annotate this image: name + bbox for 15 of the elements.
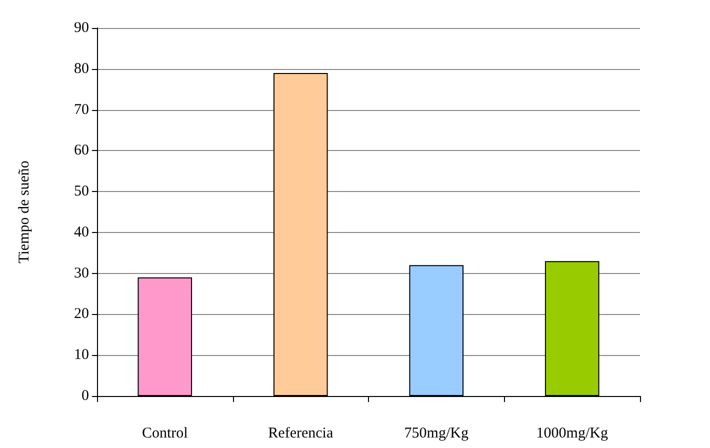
y-tick-label: 40 — [74, 224, 89, 240]
y-tick-label: 80 — [74, 60, 89, 77]
x-tick-label: Referencia — [268, 426, 334, 442]
y-tick-label: 60 — [74, 142, 89, 159]
x-tick-label: 1000mg/Kg — [536, 426, 608, 442]
y-tick-label: 10 — [74, 347, 89, 364]
y-tick-label: 0 — [82, 388, 89, 404]
x-tick-label: Control — [142, 426, 188, 442]
y-tick-label: 50 — [74, 184, 89, 200]
y-tick-label: 30 — [74, 265, 89, 282]
y-tick-label: 20 — [74, 306, 89, 322]
y-tick-label: 70 — [74, 102, 89, 118]
y-axis-title: Tiempo de sueño — [16, 160, 32, 264]
y-tick-label: 90 — [74, 20, 89, 36]
x-tick-label: 750mg/Kg — [404, 426, 469, 442]
